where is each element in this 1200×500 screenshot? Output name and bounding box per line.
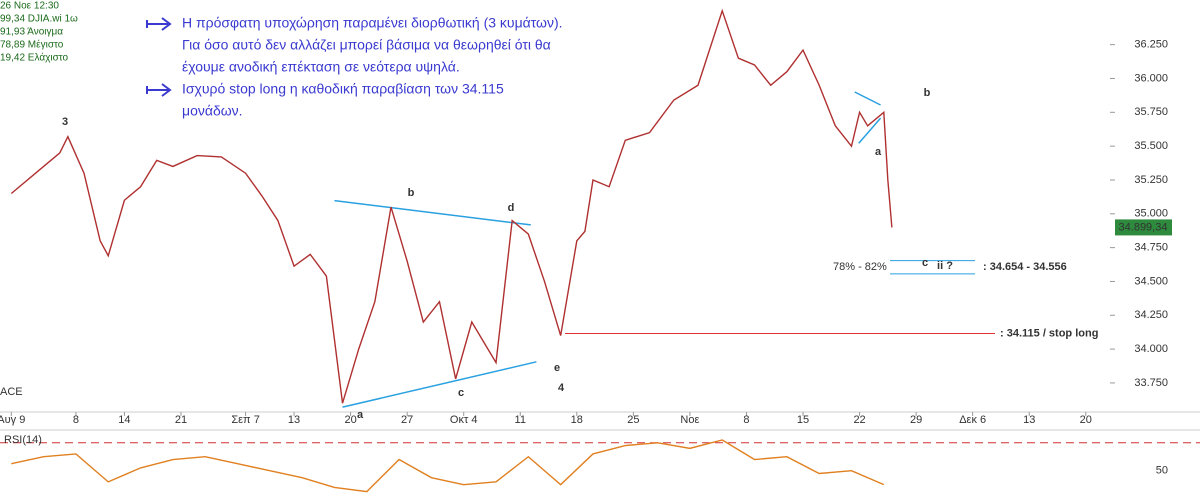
y-tick-label: 35.750 <box>1134 106 1168 118</box>
y-tick-label: 36.000 <box>1134 72 1168 84</box>
wave-label: e <box>554 362 560 374</box>
wave-label: c <box>922 257 928 269</box>
legend-line: 91,93 Άνοιγμα <box>0 27 63 38</box>
x-tick-label: Οκτ 4 <box>450 414 478 426</box>
legend-line: 19,42 Ελάχιστο <box>0 52 69 64</box>
fib-ratio: 78% - 82% <box>833 261 887 273</box>
price-tag-label: 34.899,34 <box>1119 221 1168 233</box>
trendline <box>858 117 882 144</box>
x-tick-label: 8 <box>73 414 79 426</box>
y-tick-label: 33.750 <box>1134 377 1168 389</box>
y-tick-label: 34.000 <box>1134 343 1168 355</box>
price-tag <box>1115 219 1172 236</box>
wave-label: 4 <box>558 382 565 394</box>
x-tick-label: 14 <box>118 414 130 426</box>
x-tick-label: 11 <box>515 414 526 426</box>
x-tick-label: 15 <box>797 414 809 426</box>
x-tick-label: 20 <box>344 414 356 426</box>
wave-label: ii ? <box>937 260 953 272</box>
x-tick-label: Σεπ 7 <box>231 414 259 426</box>
trendline <box>334 199 531 226</box>
x-tick-label: 8 <box>743 414 749 426</box>
wave-label: a <box>875 146 882 158</box>
note: Για όσο αυτό δεν αλλάζει μπορεί βάσιμα ν… <box>182 37 551 53</box>
legend-line: 26 Νοε 12:30 <box>0 1 59 12</box>
rsi-tick-label: 50 <box>1156 465 1168 477</box>
stop-label: : 34.115 / stop long <box>1000 327 1098 339</box>
y-tick-label: 36.250 <box>1134 39 1168 51</box>
wave-label: c <box>458 387 464 399</box>
wave-label: d <box>508 202 515 214</box>
wave-label: 3 <box>62 116 68 128</box>
price-line <box>10 8 893 404</box>
y-tick-label: 34.500 <box>1134 275 1168 287</box>
fib-label: : 34.654 - 34.556 <box>983 261 1067 273</box>
x-tick-label: 27 <box>401 414 413 426</box>
trendline <box>342 361 537 408</box>
note-arrows <box>146 17 172 97</box>
x-tick-label: Δεκ 6 <box>959 414 986 426</box>
y-tick-label: 35.500 <box>1134 140 1168 152</box>
note: έχουμε ανοδική επέκταση σε νεότερα υψηλά… <box>182 59 460 75</box>
x-tick-label: Αυγ 9 <box>0 414 25 426</box>
x-tick-label: 29 <box>910 414 922 426</box>
legend-line: 78,89 Μέγιστο <box>0 39 64 51</box>
note: μονάδων. <box>182 103 243 119</box>
x-tick-label: 22 <box>853 414 865 426</box>
wave-label: b <box>924 87 931 99</box>
x-tick-label: 21 <box>175 414 187 426</box>
y-tick-label: 35.250 <box>1134 174 1168 186</box>
x-tick-label: 20 <box>1080 414 1092 426</box>
trendline <box>854 91 881 106</box>
x-tick-label: 13 <box>1023 414 1035 426</box>
watermark: ACE <box>0 386 23 398</box>
note: Η πρόσφατη υποχώρηση παραμένει διορθωτικ… <box>182 15 563 31</box>
note: Ισχυρό stop long η καθοδική παραβίαση τω… <box>182 81 504 97</box>
x-tick-label: 18 <box>571 414 583 426</box>
rsi-title: RSI(14) <box>4 434 42 446</box>
x-tick-label: 25 <box>627 414 639 426</box>
wave-label: a <box>357 409 364 421</box>
y-tick-label: 34.750 <box>1134 242 1168 254</box>
wave-label: b <box>408 187 415 199</box>
price-line <box>11 439 885 493</box>
x-tick-label: 13 <box>288 414 300 426</box>
legend-line: 99,34 DJIA.wi 1ω <box>0 14 78 25</box>
x-tick-label: Νοε <box>680 414 699 426</box>
y-tick-label: 34.250 <box>1134 309 1168 321</box>
y-tick-label: 35.000 <box>1134 208 1168 220</box>
